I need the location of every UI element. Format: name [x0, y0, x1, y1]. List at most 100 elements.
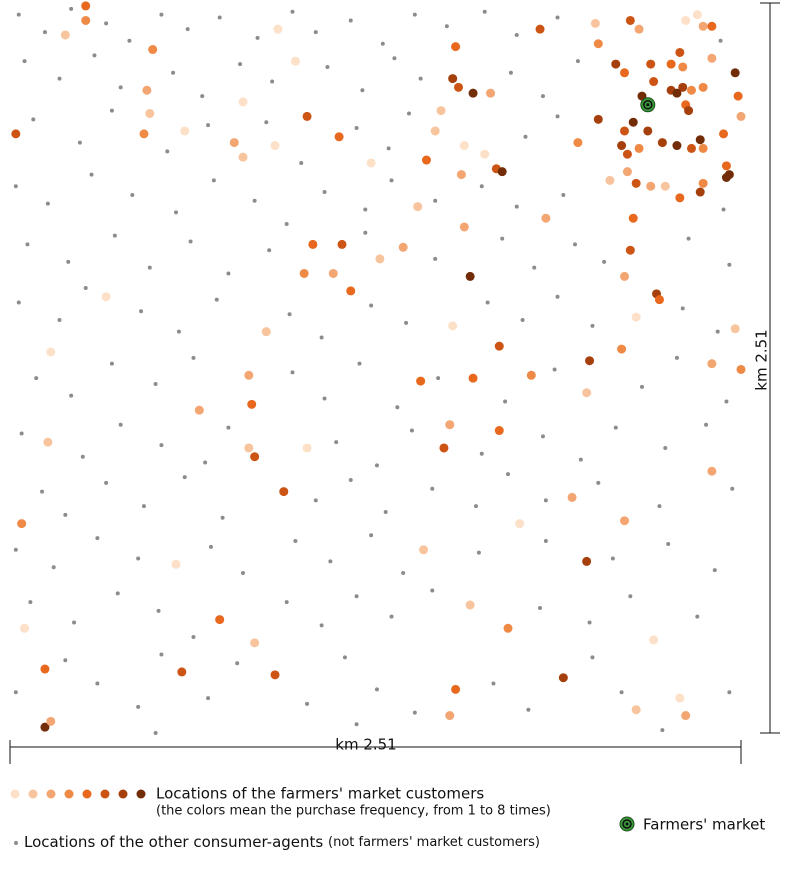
other-agent: [159, 12, 164, 17]
customer: [620, 126, 630, 136]
customer: [593, 114, 603, 124]
customer: [398, 242, 408, 252]
customer: [451, 684, 461, 694]
customer: [707, 53, 717, 63]
other-agent: [409, 428, 414, 433]
other-agent: [383, 509, 388, 514]
other-agent: [40, 489, 45, 494]
other-agent: [188, 239, 193, 244]
customer: [646, 59, 656, 69]
customer: [724, 170, 734, 180]
customer: [273, 24, 283, 34]
other-agent: [602, 259, 607, 264]
legend-swatch: [118, 789, 128, 799]
other-agent: [211, 178, 216, 183]
other-agent: [342, 655, 347, 660]
other-agent: [127, 38, 132, 43]
other-agent: [191, 355, 196, 360]
other-agent: [639, 384, 644, 389]
legend-swatch: [64, 789, 74, 799]
other-agent: [369, 303, 374, 308]
other-agent: [200, 94, 205, 99]
legend-swatch: [10, 789, 20, 799]
other-agent: [226, 271, 231, 276]
customer: [634, 24, 644, 34]
customer: [631, 312, 641, 322]
customer: [497, 167, 507, 177]
customer: [643, 126, 653, 136]
other-agent: [721, 207, 726, 212]
other-agent: [191, 635, 196, 640]
other-agent: [433, 256, 438, 261]
other-agent: [695, 614, 700, 619]
customer: [631, 178, 641, 188]
customer: [620, 68, 630, 78]
other-agent: [610, 556, 615, 561]
customer: [81, 15, 91, 25]
customer: [215, 615, 225, 625]
customer: [60, 30, 70, 40]
customer: [43, 437, 53, 447]
other-agent: [374, 463, 379, 468]
other-agent: [328, 559, 333, 564]
other-agent: [479, 184, 484, 189]
customer: [681, 711, 691, 721]
other-agent: [369, 533, 374, 538]
other-agent: [139, 309, 144, 314]
other-agent: [238, 62, 243, 67]
other-agent: [389, 178, 394, 183]
customer: [46, 347, 56, 357]
other-agent: [406, 111, 411, 116]
other-agent: [485, 300, 490, 305]
other-agent: [590, 323, 595, 328]
customer: [436, 106, 446, 116]
customer: [736, 364, 746, 374]
customer: [250, 638, 260, 648]
legend-swatch: [100, 789, 110, 799]
other-agent: [514, 204, 519, 209]
x-scale-label: km 2.51: [335, 736, 396, 754]
other-agent: [153, 731, 158, 735]
other-agent: [95, 536, 100, 541]
customer: [515, 519, 525, 529]
customer: [468, 88, 478, 98]
other-agent: [473, 504, 478, 509]
other-agent: [19, 431, 24, 436]
other-agent: [22, 59, 27, 64]
other-agent: [718, 38, 723, 43]
other-agent: [319, 623, 324, 628]
customer: [171, 559, 181, 569]
other-agent: [284, 222, 289, 227]
other-agent: [540, 94, 545, 99]
other-agent: [354, 594, 359, 599]
legend-others-name: Locations of the other consumer-agents: [24, 833, 323, 851]
other-agent: [657, 504, 662, 509]
other-agent: [290, 9, 295, 14]
other-agent: [206, 123, 211, 128]
customer: [707, 359, 717, 369]
other-agent: [141, 504, 146, 509]
customer: [649, 77, 659, 87]
customer: [620, 516, 630, 526]
other-agent: [348, 18, 353, 23]
other-agent: [587, 620, 592, 625]
customer: [628, 213, 638, 223]
other-agent: [214, 297, 219, 302]
customer: [302, 443, 312, 453]
other-agent: [482, 9, 487, 14]
other-agent: [31, 117, 36, 122]
other-agent: [252, 198, 257, 203]
customer: [139, 129, 149, 139]
customer: [238, 97, 248, 107]
customer: [413, 202, 423, 212]
other-agent: [374, 687, 379, 692]
other-agent: [476, 550, 481, 555]
customer: [654, 295, 664, 305]
customer: [20, 623, 30, 633]
other-agent: [543, 539, 548, 544]
customer: [707, 466, 717, 476]
legend-customers: Locations of the farmers' market custome…: [156, 785, 484, 803]
customer: [675, 47, 685, 57]
other-agent: [357, 361, 362, 366]
